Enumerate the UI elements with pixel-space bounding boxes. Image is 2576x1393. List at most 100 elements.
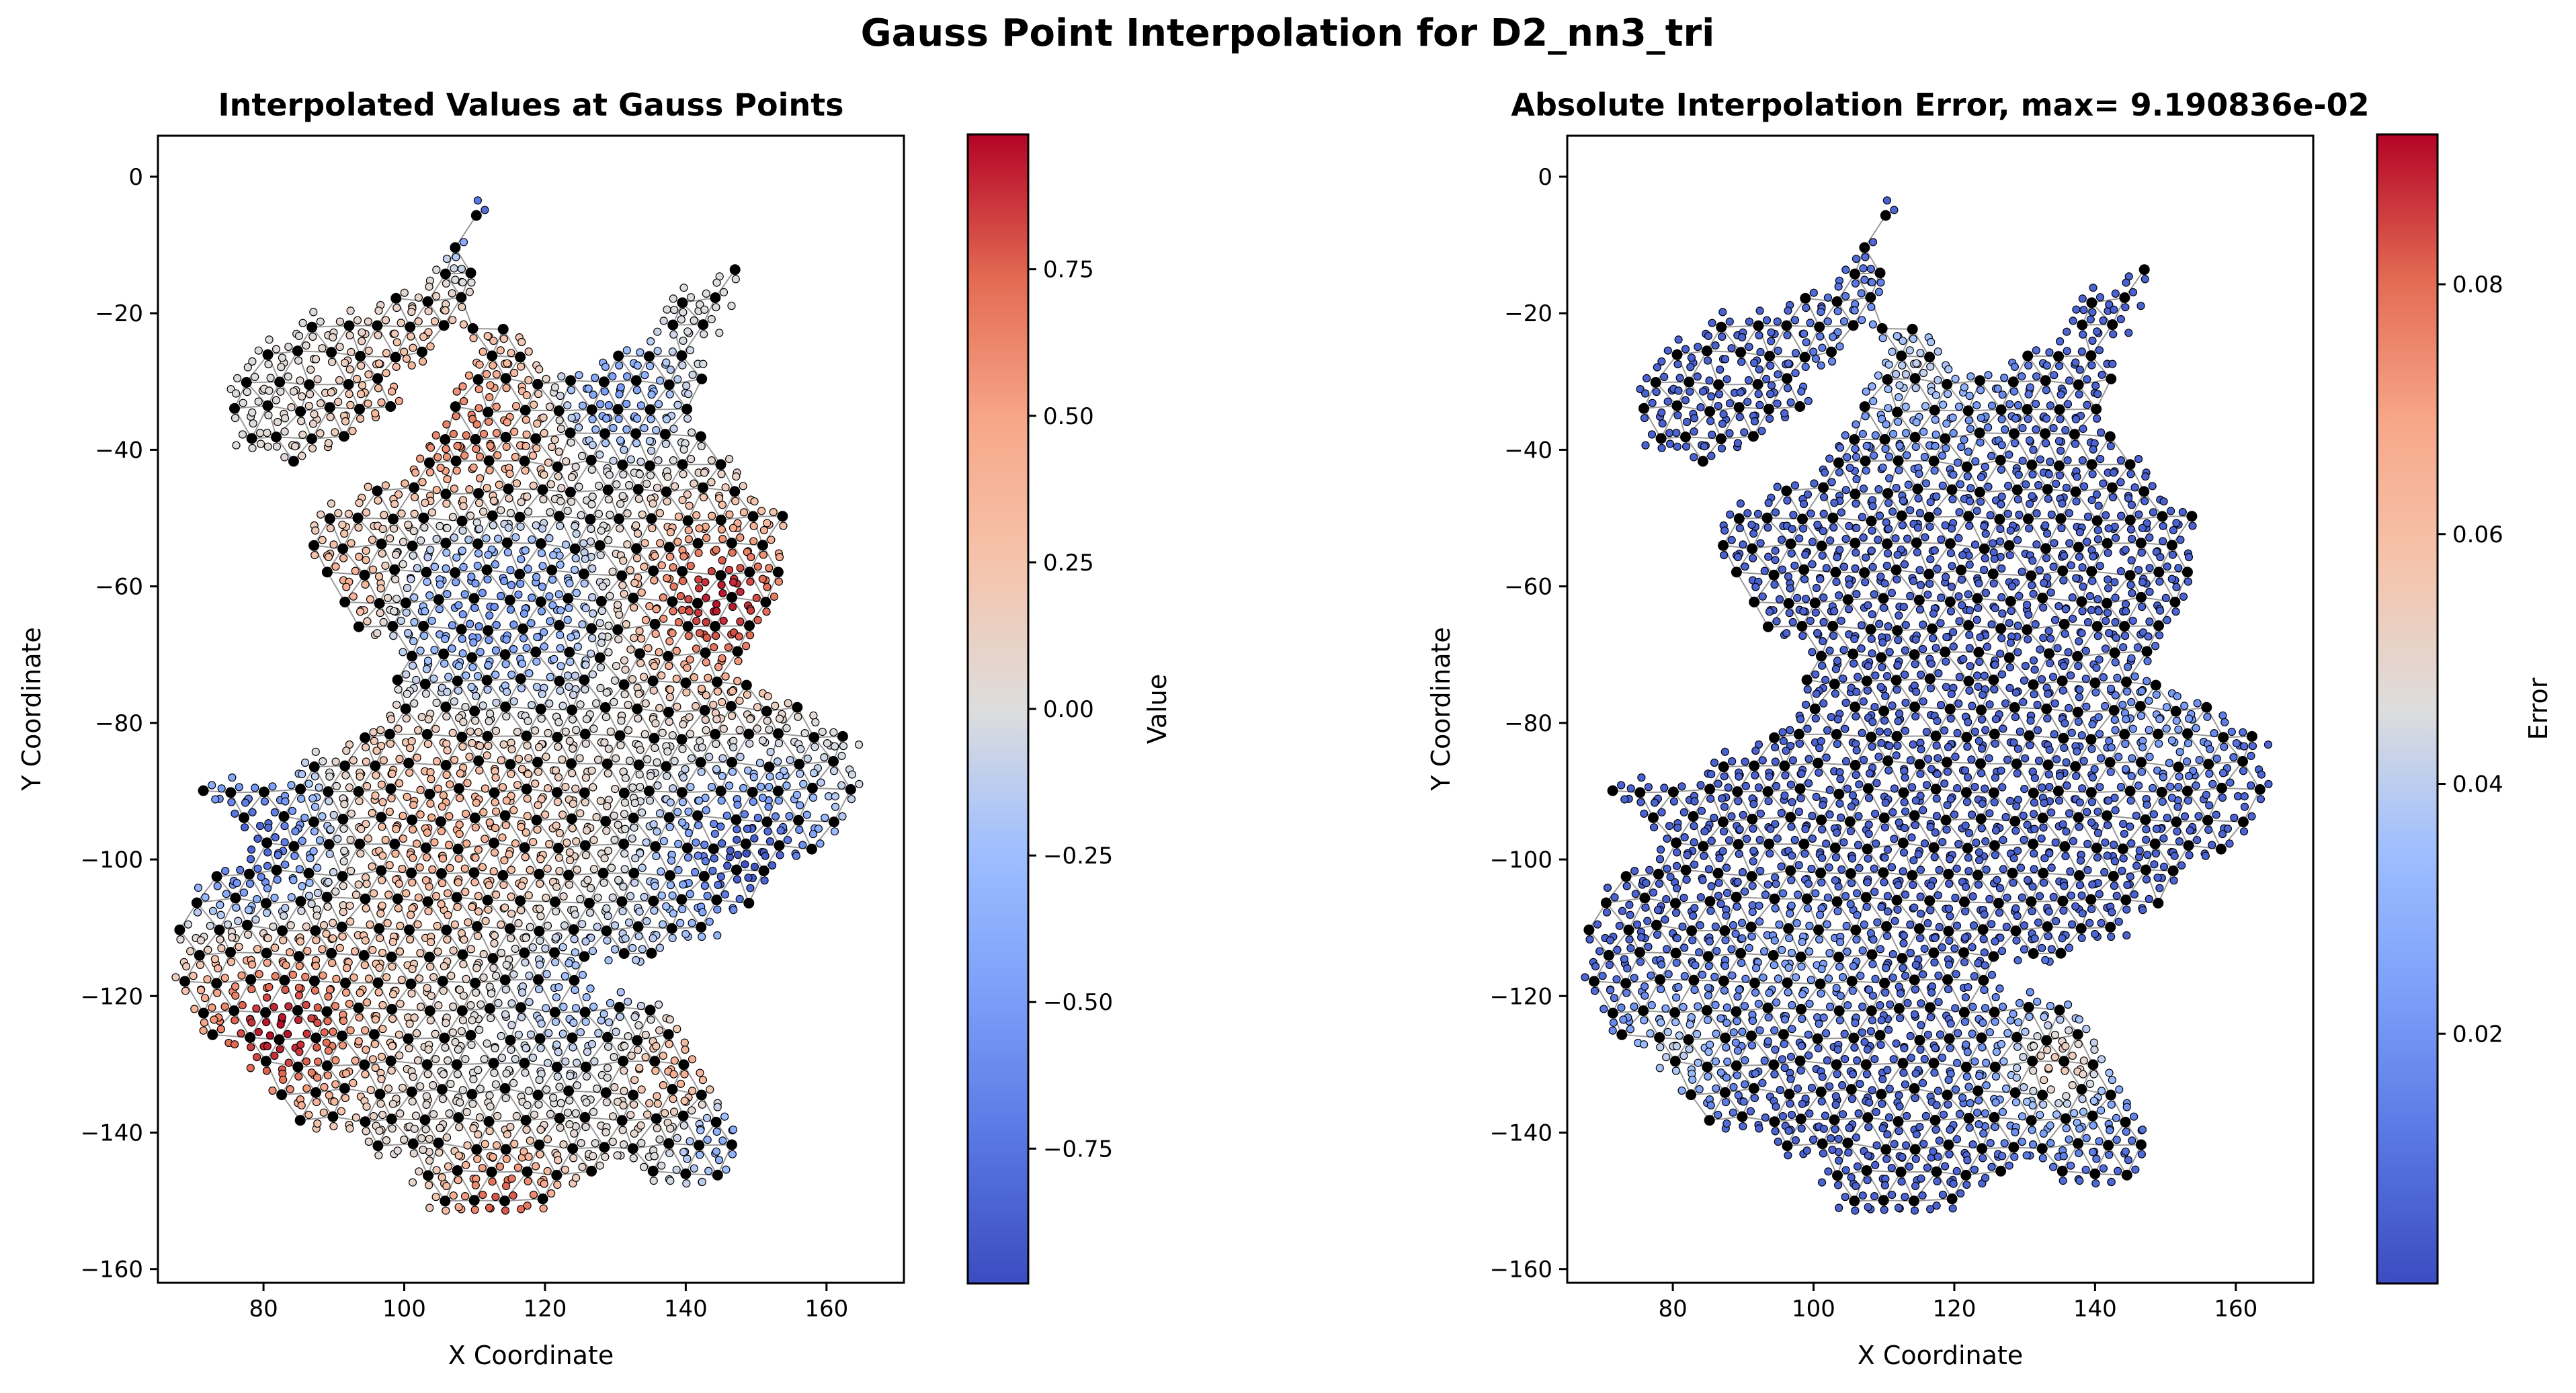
gauss-point <box>322 929 331 938</box>
gauss-point <box>382 1136 391 1145</box>
gauss-point <box>1903 451 1911 460</box>
gauss-point <box>710 854 718 863</box>
gauss-point <box>248 960 257 969</box>
gauss-point <box>525 971 534 980</box>
gauss-point <box>1811 670 1820 679</box>
gauss-point <box>2119 854 2128 863</box>
gauss-point <box>251 915 260 924</box>
gauss-point <box>2175 747 2184 757</box>
gauss-point <box>485 466 494 474</box>
gauss-point <box>1794 861 1803 870</box>
mesh-node <box>372 373 383 384</box>
gauss-point <box>201 893 210 902</box>
left-colorbar-ticks: 0.750.500.250.00−0.25−0.50−0.75 <box>1028 257 1113 1163</box>
mesh-node <box>403 757 415 769</box>
gauss-point <box>440 659 449 668</box>
gauss-point <box>555 829 565 837</box>
gauss-point <box>231 982 240 991</box>
mesh-node <box>503 483 514 495</box>
gauss-point <box>1953 784 1962 793</box>
gauss-point <box>708 866 717 875</box>
gauss-point <box>1703 356 1712 365</box>
gauss-point <box>1674 386 1683 395</box>
gauss-point <box>375 963 384 972</box>
gauss-point <box>2104 796 2113 805</box>
gauss-point <box>346 306 355 315</box>
gauss-point <box>473 1154 482 1163</box>
gauss-point <box>496 346 505 355</box>
gauss-point <box>2093 829 2102 837</box>
gauss-point <box>1696 781 1705 790</box>
mesh-node <box>400 703 411 714</box>
gauss-point <box>570 1129 579 1138</box>
gauss-point <box>616 741 625 750</box>
gauss-point <box>614 820 622 829</box>
gauss-point <box>399 811 407 820</box>
gauss-point <box>1758 592 1767 601</box>
gauss-point <box>410 1013 419 1022</box>
gauss-point <box>263 861 272 870</box>
gauss-point <box>634 1021 643 1029</box>
gauss-point <box>621 934 630 943</box>
mesh-node <box>484 1003 495 1014</box>
gauss-point <box>2149 810 2158 818</box>
mesh-node <box>418 620 429 632</box>
gauss-point <box>2239 827 2249 836</box>
gauss-point <box>565 959 573 968</box>
gauss-point <box>543 864 552 873</box>
gauss-point <box>542 1004 550 1013</box>
gauss-point <box>503 548 512 557</box>
gauss-point <box>597 638 606 647</box>
mesh-node <box>676 350 688 362</box>
gauss-point <box>2083 512 2093 521</box>
gauss-point <box>306 854 315 863</box>
mesh-node <box>469 706 481 717</box>
gauss-point <box>1874 371 1882 380</box>
gauss-point <box>2195 755 2204 765</box>
gauss-point <box>624 1031 632 1041</box>
gauss-point <box>2170 851 2179 860</box>
gauss-point <box>572 726 581 734</box>
gauss-point <box>2121 546 2130 554</box>
gauss-point <box>538 524 547 533</box>
gauss-point <box>610 811 618 820</box>
gauss-point <box>685 607 694 616</box>
gauss-point <box>517 1013 526 1021</box>
gauss-point <box>1687 353 1696 362</box>
gauss-point <box>545 699 554 708</box>
gauss-point <box>374 988 383 997</box>
gauss-point <box>1767 328 1776 337</box>
gauss-point <box>1749 554 1757 562</box>
gauss-point <box>2112 633 2120 642</box>
gauss-point <box>647 390 656 399</box>
gauss-point <box>632 414 642 423</box>
gauss-point <box>304 1110 313 1120</box>
gauss-point <box>1803 724 1812 733</box>
gauss-point <box>349 756 358 765</box>
gauss-point <box>1800 849 1809 858</box>
mesh-node <box>358 949 370 961</box>
mesh-node <box>845 784 856 795</box>
gauss-point <box>489 964 498 972</box>
gauss-point <box>763 692 772 701</box>
gauss-point <box>636 659 645 668</box>
gauss-point <box>2061 851 2070 861</box>
gauss-point <box>640 730 649 738</box>
gauss-point <box>324 1046 333 1055</box>
gauss-point <box>2042 439 2050 448</box>
gauss-point <box>1785 609 1794 618</box>
gauss-point <box>524 891 533 900</box>
gauss-point <box>516 1205 526 1214</box>
gauss-point <box>548 601 557 609</box>
gauss-point <box>507 1174 516 1183</box>
mesh-node <box>647 675 659 687</box>
gauss-point <box>297 1101 306 1110</box>
gauss-point <box>610 835 619 845</box>
gauss-point <box>1958 601 1966 609</box>
gauss-point <box>1819 527 1827 536</box>
gauss-point <box>604 536 613 544</box>
gauss-point <box>1926 498 1935 507</box>
gauss-point <box>1765 849 1774 858</box>
gauss-point <box>2223 825 2232 833</box>
gauss-point <box>256 429 265 437</box>
